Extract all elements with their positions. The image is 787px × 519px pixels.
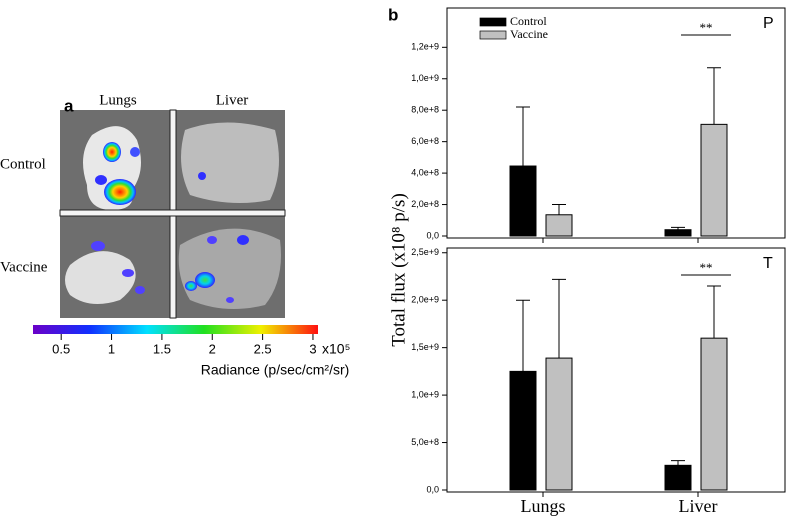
error-bar xyxy=(671,226,685,230)
bar xyxy=(700,123,728,237)
organ xyxy=(65,251,136,304)
colorbar-tick-label: 2 xyxy=(209,341,216,356)
y-axis-label: Total flux (x10⁸ p/s) xyxy=(388,193,409,347)
y-tick-label: 1,2e+9 xyxy=(411,42,439,52)
bar xyxy=(664,229,692,237)
colorbar xyxy=(33,325,318,334)
colorbar-scale: x10⁵ xyxy=(322,341,350,357)
panel-label: P xyxy=(763,15,774,32)
organ xyxy=(178,228,281,309)
legend-swatch xyxy=(479,30,507,40)
signal xyxy=(185,281,197,291)
legend-label: Control xyxy=(510,14,547,28)
error-bar xyxy=(552,204,566,215)
colorbar-tick-label: 3 xyxy=(309,341,316,356)
column-label: Liver xyxy=(216,92,248,108)
y-tick-label: 0,0 xyxy=(426,484,439,494)
signal xyxy=(135,286,145,294)
bar xyxy=(509,165,537,237)
bar xyxy=(545,214,573,237)
y-tick-label: 5,0e+8 xyxy=(411,437,439,447)
signal xyxy=(104,179,136,205)
panel-label: T xyxy=(763,255,773,272)
colorbar-label: Radiance (p/sec/cm²/sr) xyxy=(201,362,350,378)
signal xyxy=(91,241,105,251)
bar xyxy=(509,370,537,491)
signal xyxy=(195,272,215,288)
bar xyxy=(664,464,692,491)
organ xyxy=(181,122,279,204)
x-tick-label: Liver xyxy=(679,496,718,516)
error-bar xyxy=(552,278,566,359)
legend-swatch xyxy=(479,17,507,27)
signal xyxy=(207,236,217,244)
signal xyxy=(130,147,140,157)
colorbar-tick-label: 2.5 xyxy=(254,341,272,356)
y-tick-label: 1,5e+9 xyxy=(411,342,439,352)
signal xyxy=(237,235,249,245)
plot-frame xyxy=(446,7,786,239)
plot-frame xyxy=(446,247,786,493)
y-tick-label: 6,0e+8 xyxy=(411,136,439,146)
column-label: Lungs xyxy=(99,92,137,108)
error-bar xyxy=(671,460,685,466)
x-tick-label: Lungs xyxy=(521,496,566,516)
y-tick-label: 0,0 xyxy=(426,230,439,240)
bar xyxy=(545,357,573,491)
row-label: Control xyxy=(0,156,46,172)
error-bar xyxy=(707,67,721,125)
significance-label: ** xyxy=(700,260,713,275)
colorbar-tick-label: 1 xyxy=(108,341,115,356)
y-tick-label: 2,0e+8 xyxy=(411,199,439,209)
bar xyxy=(700,337,728,491)
signal xyxy=(226,297,234,303)
y-tick-label: 2,5e+9 xyxy=(411,247,439,257)
colorbar-tick-label: 1.5 xyxy=(153,341,171,356)
signal xyxy=(103,142,121,162)
signal xyxy=(95,175,107,185)
error-bar xyxy=(707,285,721,339)
y-tick-label: 8,0e+8 xyxy=(411,105,439,115)
panel-label: b xyxy=(388,5,398,24)
significance-label: ** xyxy=(700,20,713,35)
panel-label: a xyxy=(64,96,74,115)
y-tick-label: 4,0e+8 xyxy=(411,167,439,177)
image-grid xyxy=(59,109,286,319)
y-tick-label: 2,0e+9 xyxy=(411,295,439,305)
error-bar xyxy=(516,106,530,167)
signal xyxy=(122,269,134,277)
y-tick-label: 1,0e+9 xyxy=(411,389,439,399)
divider xyxy=(59,209,286,217)
row-label: Vaccine xyxy=(0,259,48,275)
legend-label: Vaccine xyxy=(510,27,548,41)
colorbar-tick-label: 0.5 xyxy=(52,341,70,356)
y-tick-label: 1,0e+9 xyxy=(411,73,439,83)
signal xyxy=(198,172,206,180)
error-bar xyxy=(516,299,530,372)
